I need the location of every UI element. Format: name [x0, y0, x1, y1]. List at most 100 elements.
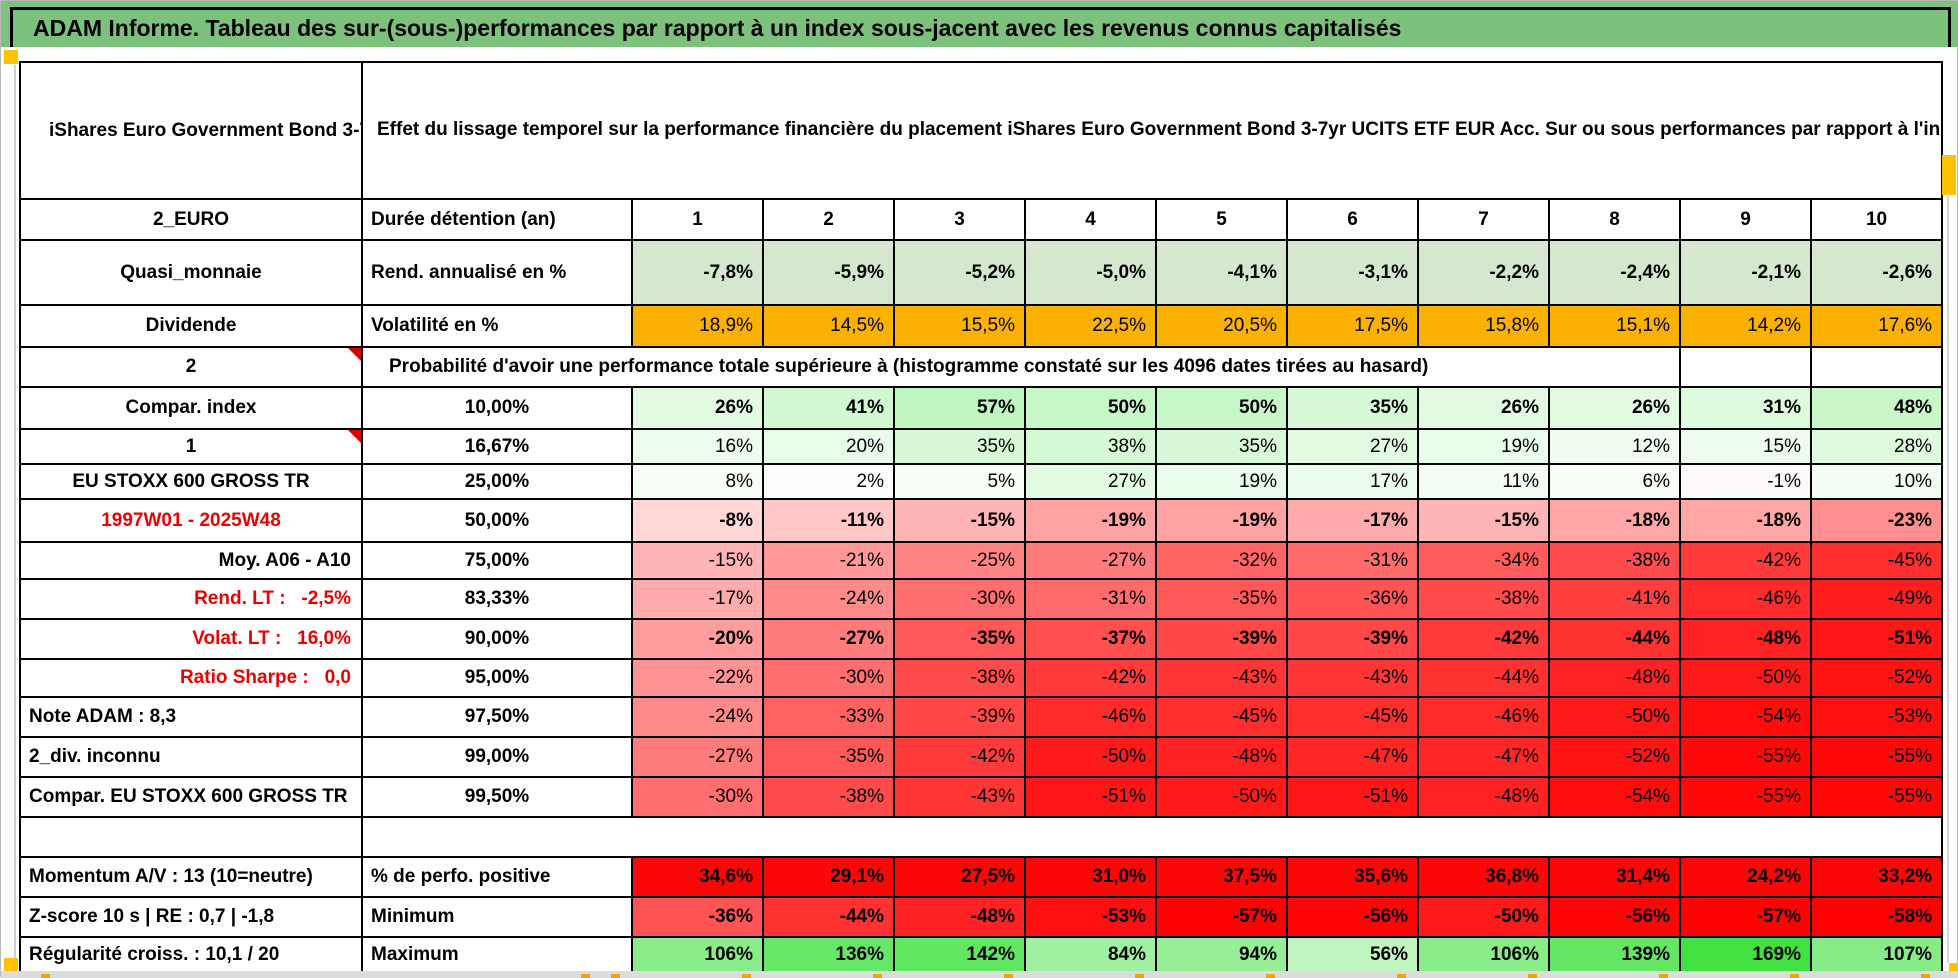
- value-cell[interactable]: -35%: [1155, 578, 1288, 620]
- column-header-cell[interactable]: 7: [1417, 198, 1550, 241]
- value-cell[interactable]: 33,2%: [1809, 856, 1944, 898]
- row-label-cell[interactable]: Dividende: [19, 304, 363, 348]
- value-cell[interactable]: -48%: [1417, 776, 1550, 818]
- value-cell[interactable]: -49%: [1809, 578, 1944, 620]
- value-cell[interactable]: -25%: [893, 541, 1026, 580]
- percentile-cell[interactable]: 95,00%: [361, 658, 633, 698]
- value-cell[interactable]: 136%: [762, 936, 895, 973]
- value-cell[interactable]: -11%: [762, 498, 895, 543]
- metric-label-cell[interactable]: Maximum: [361, 936, 633, 973]
- value-cell[interactable]: -46%: [1417, 696, 1550, 738]
- value-cell[interactable]: -31%: [1286, 541, 1419, 580]
- value-cell[interactable]: 27,5%: [893, 856, 1026, 898]
- value-cell[interactable]: 38%: [1024, 428, 1157, 465]
- value-cell[interactable]: 20,5%: [1155, 304, 1288, 348]
- value-cell[interactable]: -37%: [1024, 618, 1157, 660]
- value-cell[interactable]: 5%: [893, 463, 1026, 500]
- value-cell[interactable]: 107%: [1809, 936, 1944, 973]
- value-cell[interactable]: -43%: [1155, 658, 1288, 698]
- value-cell[interactable]: -53%: [1809, 696, 1944, 738]
- row-label-cell[interactable]: 2: [19, 346, 363, 388]
- value-cell[interactable]: 37,5%: [1155, 856, 1288, 898]
- value-cell[interactable]: -44%: [762, 896, 895, 938]
- value-cell[interactable]: -41%: [1548, 578, 1681, 620]
- value-cell[interactable]: 48%: [1809, 386, 1944, 430]
- value-cell[interactable]: -51%: [1286, 776, 1419, 818]
- value-cell[interactable]: -30%: [631, 776, 764, 818]
- value-cell[interactable]: -19%: [1155, 498, 1288, 543]
- value-cell[interactable]: -38%: [1417, 578, 1550, 620]
- value-cell[interactable]: -39%: [1155, 618, 1288, 660]
- value-cell[interactable]: 15,8%: [1417, 304, 1550, 348]
- value-cell[interactable]: 27%: [1286, 428, 1419, 465]
- row-label-cell[interactable]: Régularité croiss. : 10,1 / 20: [19, 936, 363, 973]
- column-header-cell[interactable]: 2: [762, 198, 895, 241]
- value-cell[interactable]: 11%: [1417, 463, 1550, 500]
- value-cell[interactable]: 50%: [1155, 386, 1288, 430]
- value-cell[interactable]: 57%: [893, 386, 1026, 430]
- value-cell[interactable]: 106%: [1417, 936, 1550, 973]
- value-cell[interactable]: 14,2%: [1679, 304, 1812, 348]
- value-cell[interactable]: -15%: [1417, 498, 1550, 543]
- value-cell[interactable]: 106%: [631, 936, 764, 973]
- percentile-cell[interactable]: 99,00%: [361, 736, 633, 778]
- value-cell[interactable]: 50%: [1024, 386, 1157, 430]
- row-label-cell[interactable]: Quasi_monnaie: [19, 239, 363, 306]
- value-cell[interactable]: 31,4%: [1548, 856, 1681, 898]
- value-cell[interactable]: -20%: [631, 618, 764, 660]
- value-cell[interactable]: -50%: [1548, 696, 1681, 738]
- value-cell[interactable]: -42%: [1417, 618, 1550, 660]
- value-cell[interactable]: -39%: [1286, 618, 1419, 660]
- value-cell[interactable]: -3,1%: [1286, 239, 1419, 306]
- value-cell[interactable]: 139%: [1548, 936, 1681, 973]
- value-cell[interactable]: -48%: [1679, 618, 1812, 660]
- value-cell[interactable]: 17%: [1286, 463, 1419, 500]
- row-label-cell[interactable]: Rend. LT : -2,5%: [19, 578, 363, 620]
- value-cell[interactable]: 10%: [1809, 463, 1944, 500]
- value-cell[interactable]: -42%: [1679, 541, 1812, 580]
- value-cell[interactable]: 19%: [1155, 463, 1288, 500]
- value-cell[interactable]: 18,9%: [631, 304, 764, 348]
- value-cell[interactable]: -7,8%: [631, 239, 764, 306]
- metric-label-cell[interactable]: Durée détention (an): [361, 198, 633, 241]
- row-label-cell[interactable]: Moy. A06 - A10: [19, 541, 363, 580]
- percentile-cell[interactable]: 25,00%: [361, 463, 633, 500]
- value-cell[interactable]: -5,0%: [1024, 239, 1157, 306]
- value-cell[interactable]: 142%: [893, 936, 1026, 973]
- value-cell[interactable]: -58%: [1809, 896, 1944, 938]
- value-cell[interactable]: 27%: [1024, 463, 1157, 500]
- metric-label-cell[interactable]: % de perfo. positive: [361, 856, 633, 898]
- value-cell[interactable]: -51%: [1809, 618, 1944, 660]
- percentile-cell[interactable]: 90,00%: [361, 618, 633, 660]
- row-label-cell[interactable]: Compar. index: [19, 386, 363, 430]
- percentile-cell[interactable]: 99,50%: [361, 776, 633, 818]
- value-cell[interactable]: 169%: [1679, 936, 1812, 973]
- value-cell[interactable]: -34%: [1417, 541, 1550, 580]
- value-cell[interactable]: -24%: [631, 696, 764, 738]
- value-cell[interactable]: 16%: [631, 428, 764, 465]
- value-cell[interactable]: -30%: [762, 658, 895, 698]
- value-cell[interactable]: -51%: [1024, 776, 1157, 818]
- value-cell[interactable]: 26%: [631, 386, 764, 430]
- value-cell[interactable]: 20%: [762, 428, 895, 465]
- value-cell[interactable]: -21%: [762, 541, 895, 580]
- value-cell[interactable]: 24,2%: [1679, 856, 1812, 898]
- row-label-cell[interactable]: 1997W01 - 2025W48: [19, 498, 363, 543]
- value-cell[interactable]: 22,5%: [1024, 304, 1157, 348]
- value-cell[interactable]: -43%: [1286, 658, 1419, 698]
- probability-span-cell[interactable]: Probabilité d'avoir une performance tota…: [361, 346, 1681, 388]
- value-cell[interactable]: 34,6%: [631, 856, 764, 898]
- value-cell[interactable]: -45%: [1286, 696, 1419, 738]
- row-label-cell[interactable]: Volat. LT : 16,0%: [19, 618, 363, 660]
- value-cell[interactable]: -48%: [1155, 736, 1288, 778]
- column-header-cell[interactable]: 5: [1155, 198, 1288, 241]
- column-header-cell[interactable]: 4: [1024, 198, 1157, 241]
- value-cell[interactable]: -18%: [1548, 498, 1681, 543]
- value-cell[interactable]: -42%: [1024, 658, 1157, 698]
- value-cell[interactable]: 35%: [1286, 386, 1419, 430]
- description-cell[interactable]: Effet du lissage temporel sur la perform…: [360, 61, 1944, 200]
- metric-label-cell[interactable]: Volatilité en %: [361, 304, 633, 348]
- value-cell[interactable]: -53%: [1024, 896, 1157, 938]
- value-cell[interactable]: -48%: [893, 896, 1026, 938]
- row-label-cell[interactable]: Note ADAM : 8,3: [19, 696, 363, 738]
